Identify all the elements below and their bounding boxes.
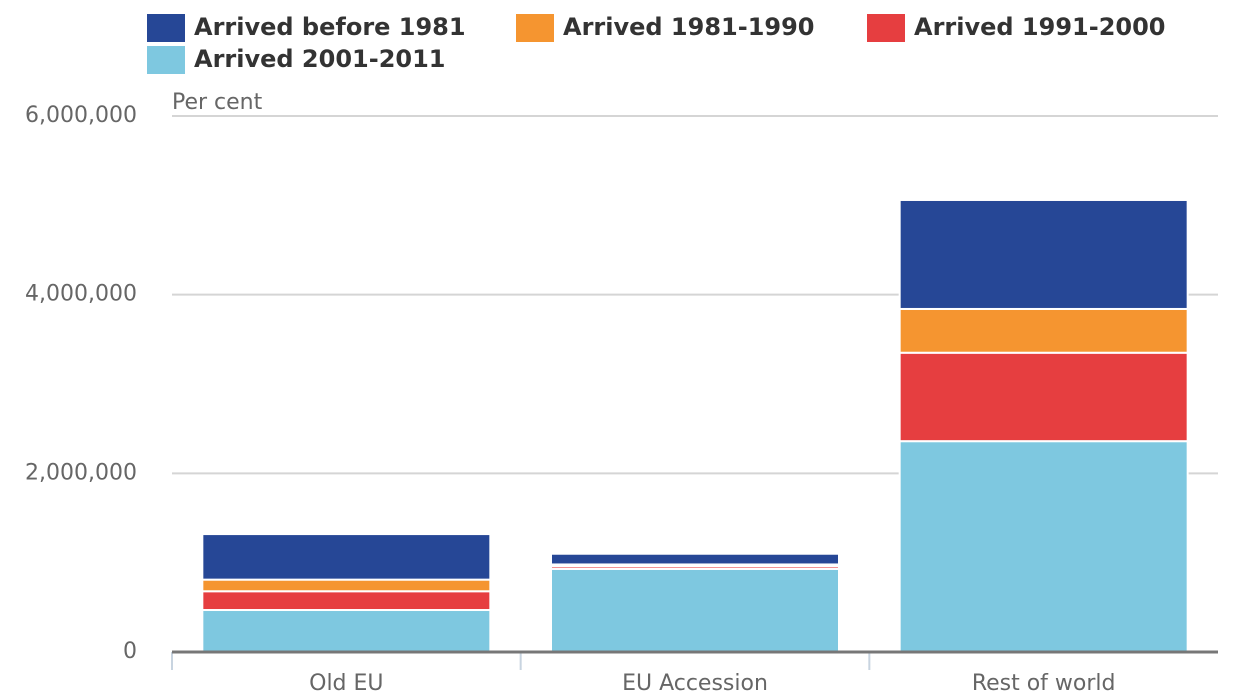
legend-swatch [147, 14, 185, 42]
y-axis-label: Per cent [172, 90, 263, 115]
bar-segment [201, 590, 492, 612]
legend-label: Arrived before 1981 [194, 13, 466, 41]
bar-segment [898, 351, 1189, 443]
legend-swatch [147, 46, 185, 74]
legend-swatch [516, 14, 554, 42]
y-tick-label: 4,000,000 [25, 282, 137, 307]
legend-label: Arrived 1981-1990 [563, 13, 814, 41]
legend-swatch [867, 14, 905, 42]
x-tick-label: EU Accession [622, 671, 768, 693]
bar-segment [201, 533, 492, 581]
bar-segment [550, 567, 840, 653]
bar-segment [201, 578, 492, 593]
bar-segment [550, 552, 840, 566]
x-tick-label: Rest of world [972, 671, 1116, 693]
bar-segment [898, 307, 1189, 354]
bar-segment [898, 440, 1189, 653]
bar-segment [898, 198, 1189, 310]
legend-label: Arrived 2001-2011 [194, 45, 445, 73]
x-tick-label: Old EU [309, 671, 383, 693]
y-tick-label: 6,000,000 [25, 103, 137, 128]
y-tick-label: 2,000,000 [25, 460, 137, 485]
bar-segment [201, 609, 492, 653]
y-tick-label: 0 [123, 639, 137, 664]
legend-label: Arrived 1991-2000 [914, 13, 1165, 41]
